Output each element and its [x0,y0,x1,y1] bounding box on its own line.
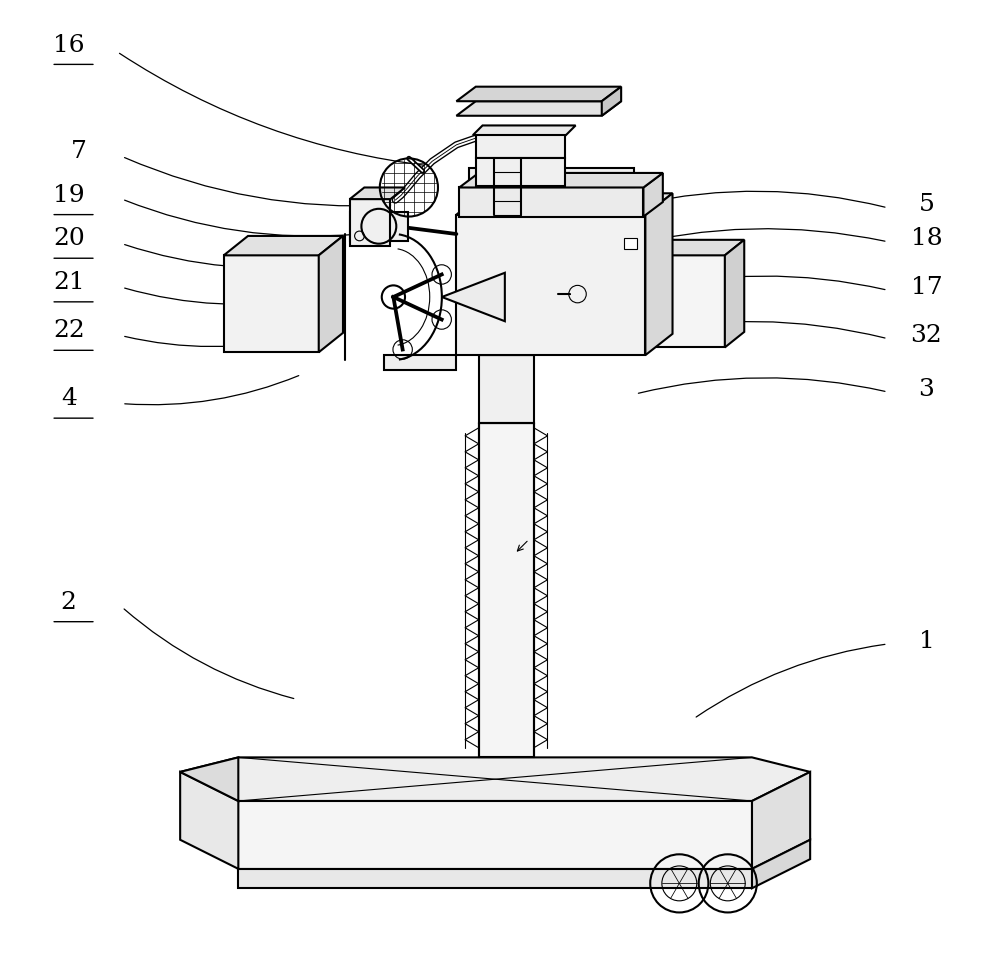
Text: 5: 5 [919,193,934,217]
Polygon shape [642,240,744,256]
Polygon shape [384,355,456,369]
Polygon shape [311,276,345,318]
Text: 1: 1 [919,630,934,652]
Polygon shape [456,193,673,215]
Text: 19: 19 [53,184,85,207]
Bar [350,199,390,246]
Polygon shape [442,273,505,321]
Polygon shape [238,801,752,869]
Bar [469,168,634,188]
Polygon shape [456,101,621,116]
Bar [479,423,534,757]
Text: 3: 3 [919,377,934,400]
Text: 22: 22 [53,320,85,342]
Text: 32: 32 [911,325,942,347]
Text: 20: 20 [53,227,85,251]
Bar [624,238,637,249]
Polygon shape [456,87,621,101]
Polygon shape [752,772,810,869]
Text: 16: 16 [53,33,85,56]
Bar [350,212,408,241]
Polygon shape [180,757,238,801]
Text: 7: 7 [70,140,86,163]
Bar [456,215,645,355]
Polygon shape [645,193,673,355]
Polygon shape [602,87,621,116]
Text: 21: 21 [53,271,85,294]
Text: 17: 17 [911,276,942,298]
Polygon shape [725,240,744,347]
Polygon shape [350,188,405,199]
Polygon shape [459,173,663,188]
Polygon shape [224,236,343,256]
Bar [479,355,534,423]
Polygon shape [643,173,663,217]
Polygon shape [180,772,238,869]
Text: 4: 4 [61,387,77,410]
Bar [476,135,565,158]
Polygon shape [752,840,810,888]
Polygon shape [319,236,343,352]
Bar [476,158,565,186]
Polygon shape [473,125,576,135]
Bar [224,256,319,352]
Text: 18: 18 [911,227,942,251]
Bar [459,188,643,217]
Bar [642,256,725,347]
Polygon shape [180,757,810,801]
Text: 2: 2 [61,591,77,613]
Polygon shape [238,869,752,888]
